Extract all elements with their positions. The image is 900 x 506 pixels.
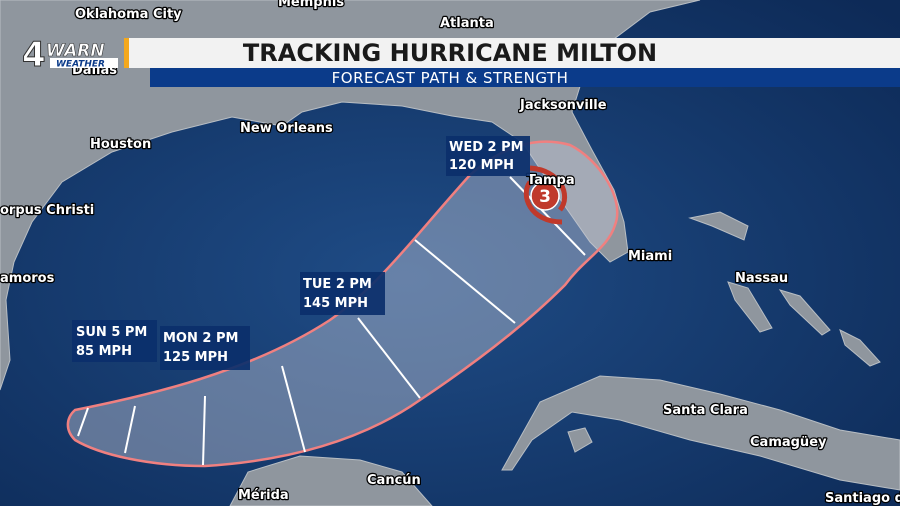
forecast-time: WED 2 PM: [449, 140, 524, 155]
logo-name: WARN: [46, 41, 105, 61]
forecast-time: MON 2 PM: [163, 331, 238, 346]
city-label: Oklahoma City: [75, 7, 182, 22]
logo-sub: WEATHER: [56, 60, 105, 70]
city-label: orpus Christi: [0, 203, 94, 218]
logo-number: 4: [22, 35, 46, 75]
city-label: Santiago d: [825, 491, 900, 506]
title: TRACKING HURRICANE MILTON: [243, 39, 657, 67]
city-label: Nassau: [735, 271, 788, 286]
city-label: Houston: [90, 137, 151, 152]
station-logo: 4 WARN WEATHER: [22, 35, 129, 76]
city-label: Santa Clara: [663, 403, 748, 418]
city-label: Cancún: [367, 473, 421, 488]
city-label: New Orleans: [240, 121, 333, 136]
storm-category: 3: [539, 187, 551, 207]
forecast-wind: 120 MPH: [449, 158, 514, 173]
forecast-time: TUE 2 PM: [303, 277, 372, 292]
city-label: amoros: [0, 271, 55, 286]
forecast-wind: 125 MPH: [163, 350, 228, 365]
forecast-labels: SUN 5 PM 85 MPH MON 2 PM 125 MPH TUE 2 P…: [72, 136, 530, 370]
city-label: Tampa: [527, 173, 575, 188]
city-label: Atlanta: [440, 16, 494, 31]
subtitle: FORECAST PATH & STRENGTH: [332, 69, 569, 87]
cone-dividers: [77, 176, 586, 466]
city-label: Memphis: [278, 0, 344, 10]
forecast-wind: 145 MPH: [303, 296, 368, 311]
forecast-time: SUN 5 PM: [76, 325, 147, 340]
storm-icon: 3: [523, 165, 568, 225]
city-label: Jacksonville: [519, 98, 607, 113]
forecast-wind: 85 MPH: [76, 344, 132, 359]
city-label: Camagüey: [750, 435, 827, 450]
city-label: Mérida: [238, 488, 289, 503]
header: TRACKING HURRICANE MILTON FORECAST PATH …: [125, 38, 900, 87]
city-label: Miami: [628, 249, 672, 264]
